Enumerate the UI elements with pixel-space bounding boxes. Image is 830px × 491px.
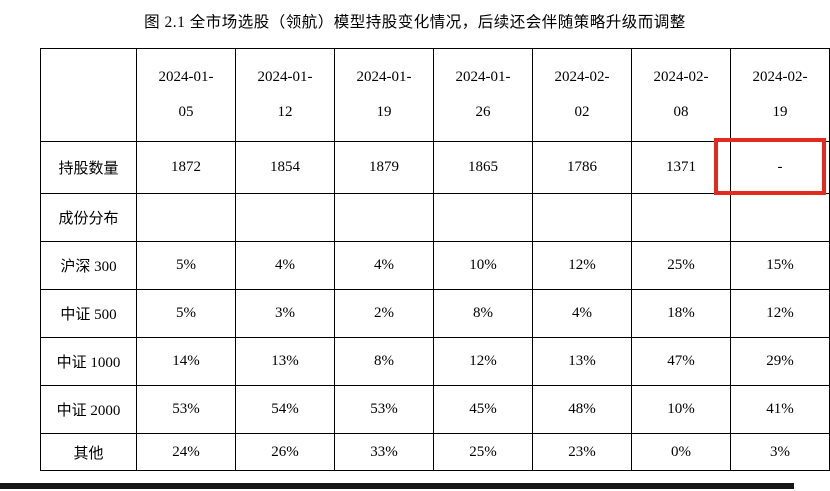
table-cell: 1865 [433, 141, 533, 194]
date-line1: 2024-01- [257, 69, 313, 85]
table-cell: 8% [433, 289, 533, 338]
date-line2: 02 [574, 104, 590, 120]
date-line2: 19 [772, 104, 788, 120]
table-cell: 3% [235, 289, 335, 338]
date-header: 2024-01- 12 [235, 48, 335, 142]
table-row: 中证 1000 14% 13% 8% 12% 13% 47% 29% [40, 337, 830, 386]
row-label: 成份分布 [40, 193, 137, 242]
table-row: 中证 2000 53% 54% 53% 45% 48% 10% 41% [40, 385, 830, 434]
date-header: 2024-01- 26 [433, 48, 533, 142]
highlighted-cell: - [730, 141, 830, 194]
table-cell [334, 193, 434, 242]
table-cell [730, 193, 830, 242]
table-cell: 4% [532, 289, 632, 338]
figure-caption: 图 2.1 全市场选股（领航）模型持股变化情况，后续还会伴随策略升级而调整 [144, 14, 686, 31]
date-line2: 12 [277, 104, 293, 120]
table-cell: 24% [136, 433, 236, 471]
table-cell: 25% [433, 433, 533, 471]
table-cell: 33% [334, 433, 434, 471]
table-cell: 10% [631, 385, 731, 434]
table-cell: 25% [631, 241, 731, 290]
table-cell: 47% [631, 337, 731, 386]
date-line1: 2024-02- [752, 69, 808, 85]
table-cell: 29% [730, 337, 830, 386]
table-cell: 12% [532, 241, 632, 290]
table-cell: 4% [334, 241, 434, 290]
holdings-table: 2024-01- 05 2024-01- 12 2024-01- 19 2024… [40, 48, 830, 471]
table-cell: 12% [730, 289, 830, 338]
date-line2: 05 [178, 104, 194, 120]
table-cell: 53% [334, 385, 434, 434]
table-cell: 13% [235, 337, 335, 386]
table-cell: 18% [631, 289, 731, 338]
date-header: 2024-02- 02 [532, 48, 632, 142]
table-cell: 1786 [532, 141, 632, 194]
table-cell: 4% [235, 241, 335, 290]
table-cell: 5% [136, 289, 236, 338]
row-label: 沪深 300 [40, 241, 137, 290]
corner-cell [40, 48, 137, 142]
table-cell: 54% [235, 385, 335, 434]
date-header: 2024-01- 05 [136, 48, 236, 142]
table-cell: 48% [532, 385, 632, 434]
row-label: 其他 [40, 433, 137, 471]
table-cell: 2% [334, 289, 434, 338]
table-cell [532, 193, 632, 242]
table-row: 沪深 300 5% 4% 4% 10% 12% 25% 15% [40, 241, 830, 290]
table-cell: 14% [136, 337, 236, 386]
table-cell: 53% [136, 385, 236, 434]
row-label: 持股数量 [40, 141, 137, 194]
table-cell: 1854 [235, 141, 335, 194]
date-header: 2024-02- 19 [730, 48, 830, 142]
table-cell: 10% [433, 241, 533, 290]
table-row: 其他 24% 26% 33% 25% 23% 0% 3% [40, 433, 830, 471]
row-label: 中证 1000 [40, 337, 137, 386]
table-cell: 1879 [334, 141, 434, 194]
table-row: 中证 500 5% 3% 2% 8% 4% 18% 12% [40, 289, 830, 338]
table-cell: 15% [730, 241, 830, 290]
row-label: 中证 2000 [40, 385, 137, 434]
table-cell [235, 193, 335, 242]
date-line1: 2024-01- [158, 69, 214, 85]
date-line1: 2024-02- [554, 69, 610, 85]
table-cell: 0% [631, 433, 731, 471]
date-line1: 2024-01- [356, 69, 412, 85]
table-cell: 3% [730, 433, 830, 471]
date-line1: 2024-01- [455, 69, 511, 85]
date-line2: 19 [376, 104, 392, 120]
date-line2: 26 [475, 104, 491, 120]
row-label: 中证 500 [40, 289, 137, 338]
date-header: 2024-01- 19 [334, 48, 434, 142]
table-cell: 23% [532, 433, 632, 471]
date-line1: 2024-02- [653, 69, 709, 85]
table-cell: 45% [433, 385, 533, 434]
table-cell: 5% [136, 241, 236, 290]
table-cell: 8% [334, 337, 434, 386]
table-cell: 41% [730, 385, 830, 434]
table-cell: 13% [532, 337, 632, 386]
table-cell: 26% [235, 433, 335, 471]
table-cell [433, 193, 533, 242]
date-header: 2024-02- 08 [631, 48, 731, 142]
table-cell: 12% [433, 337, 533, 386]
table-cell [631, 193, 731, 242]
table-cell [136, 193, 236, 242]
table-cell: 1872 [136, 141, 236, 194]
table-header-row: 2024-01- 05 2024-01- 12 2024-01- 19 2024… [40, 48, 830, 142]
bottom-divider-bar [0, 483, 794, 489]
table-row: 成份分布 [40, 193, 830, 242]
table-row: 持股数量 1872 1854 1879 1865 1786 1371 - [40, 141, 830, 194]
table-cell: 1371 [631, 141, 731, 194]
date-line2: 08 [673, 104, 689, 120]
